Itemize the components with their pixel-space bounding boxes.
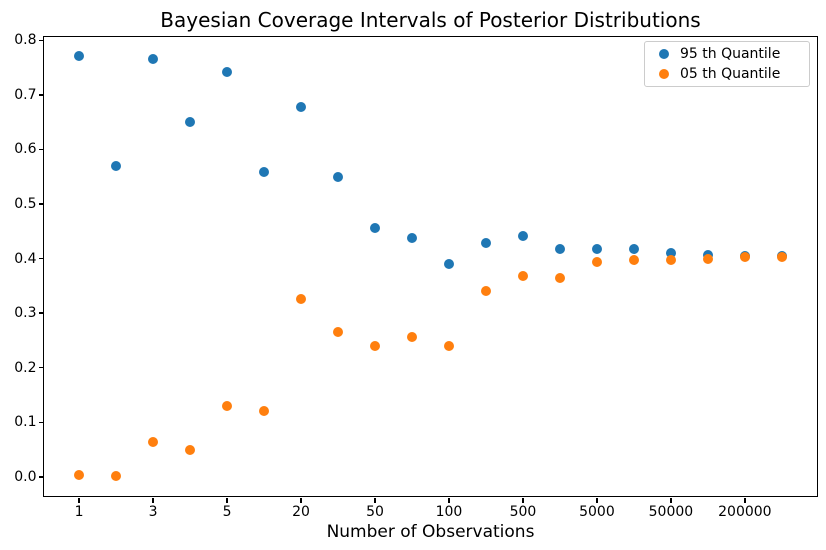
x-tick-mark — [448, 497, 450, 503]
scatter-point — [185, 445, 196, 456]
x-tick-label: 5000 — [579, 504, 615, 520]
x-tick-mark — [374, 497, 376, 503]
scatter-point — [665, 254, 676, 265]
y-tick-mark — [38, 94, 44, 96]
scatter-point — [480, 286, 491, 297]
scatter-point — [222, 67, 233, 78]
scatter-point — [517, 231, 528, 242]
scatter-point — [333, 171, 344, 182]
scatter-point — [296, 293, 307, 304]
scatter-point — [222, 400, 233, 411]
scatter-point — [665, 248, 676, 259]
y-tick-mark — [38, 476, 44, 478]
y-tick-label: 0.1 — [14, 414, 37, 431]
scatter-point — [554, 272, 565, 283]
x-tick-mark — [226, 497, 228, 503]
scatter-point — [148, 54, 159, 65]
y-tick-label: 0.4 — [14, 250, 37, 267]
scatter-point — [591, 257, 602, 268]
plot-area — [42, 35, 818, 497]
y-tick-label: 0.8 — [14, 32, 37, 49]
x-tick-mark — [670, 497, 672, 503]
circle-marker-icon — [659, 49, 669, 59]
legend-entry-05th-quantile: 05 th Quantile — [645, 64, 809, 84]
y-tick-label: 0.3 — [14, 305, 37, 322]
scatter-point — [739, 252, 750, 263]
x-tick-label: 5 — [222, 504, 232, 520]
scatter-point — [111, 160, 122, 171]
scatter-point — [407, 332, 417, 343]
y-tick-mark — [38, 148, 44, 151]
scatter-point — [591, 244, 602, 255]
y-tick-mark — [38, 203, 44, 205]
x-tick-label: 500 — [509, 504, 537, 520]
x-tick-mark — [78, 497, 80, 503]
scatter-point — [370, 340, 381, 351]
scatter-point — [74, 51, 85, 62]
scatter-point — [628, 254, 639, 265]
scatter-point — [702, 253, 713, 264]
x-tick-mark — [522, 497, 524, 503]
circle-marker-icon — [659, 69, 669, 79]
scatter-point — [296, 102, 307, 113]
x-tick-label: 100 — [435, 504, 463, 520]
x-tick-mark — [596, 497, 598, 503]
x-tick-label: 200000 — [718, 504, 772, 520]
x-axis-label: Number of Observations — [326, 522, 535, 542]
y-tick-mark — [38, 257, 44, 260]
scatter-point — [443, 259, 454, 270]
scatter-point — [776, 252, 787, 263]
scatter-point — [628, 243, 639, 254]
x-tick-label: 20 — [292, 504, 310, 520]
x-tick-mark — [152, 497, 154, 503]
scatter-point — [333, 326, 344, 337]
y-tick-label: 0.6 — [14, 141, 37, 158]
scatter-point — [185, 116, 196, 127]
scatter-point — [111, 471, 122, 482]
x-tick-label: 50000 — [648, 504, 694, 520]
legend-entry-95th-quantile: 95 th Quantile — [645, 44, 809, 64]
x-tick-label: 1 — [74, 504, 84, 520]
legend-label: 05 th Quantile — [680, 66, 781, 82]
chart-title: Bayesian Coverage Intervals of Posterior… — [160, 8, 701, 32]
scatter-point — [443, 340, 454, 351]
x-tick-mark — [300, 497, 302, 503]
legend-label: 95 th Quantile — [680, 46, 781, 62]
y-tick-label: 0.5 — [14, 196, 37, 212]
y-tick-label: 0.7 — [14, 86, 37, 103]
scatter-point — [554, 243, 565, 254]
y-tick-label: 0.2 — [14, 359, 37, 376]
scatter-point — [74, 470, 85, 481]
scatter-point — [517, 271, 528, 282]
scatter-point — [148, 436, 159, 447]
x-tick-label: 3 — [148, 504, 158, 520]
legend: 95 th Quantile 05 th Quantile — [644, 41, 810, 87]
scatter-point — [259, 406, 270, 417]
y-tick-mark — [38, 312, 44, 314]
scatter-point — [480, 237, 491, 248]
x-tick-label: 50 — [366, 504, 384, 520]
x-tick-mark — [744, 497, 746, 503]
scatter-point — [259, 166, 270, 177]
y-tick-mark — [38, 366, 44, 369]
scatter-point — [370, 223, 381, 234]
y-tick-mark — [38, 421, 44, 424]
scatter-point — [407, 232, 417, 243]
y-tick-mark — [38, 39, 44, 42]
y-tick-label: 0.0 — [14, 468, 37, 485]
